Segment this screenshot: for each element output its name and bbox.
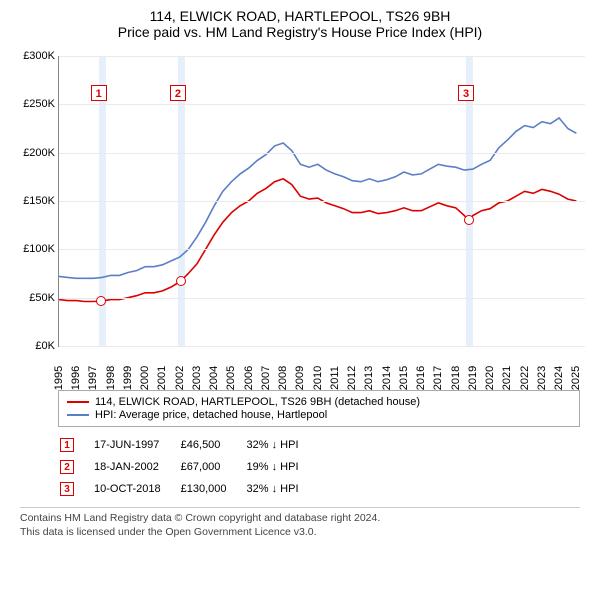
gridline [59, 56, 585, 57]
chart-marker-dot [464, 215, 474, 225]
gridline [59, 298, 585, 299]
legend: 114, ELWICK ROAD, HARTLEPOOL, TS26 9BH (… [58, 390, 580, 427]
y-tick-label: £100K [11, 243, 55, 255]
transactions-table: 117-JUN-1997£46,50032% ↓ HPI218-JAN-2002… [58, 433, 319, 501]
marker-id-icon: 1 [60, 438, 74, 452]
plot-area: £0K£50K£100K£150K£200K£250K£300K19951996… [58, 56, 585, 347]
transaction-row: 3 10-OCT-2018£130,00032% ↓ HPI [60, 479, 317, 499]
title-address: 114, ELWICK ROAD, HARTLEPOOL, TS26 9BH [10, 8, 590, 24]
gridline [59, 104, 585, 105]
x-tick-label: 2025 [564, 372, 588, 384]
legend-row: HPI: Average price, detached house, Hart… [67, 409, 571, 421]
transaction-delta: 32% ↓ HPI [247, 479, 317, 499]
chart-marker-box: 3 [458, 85, 474, 101]
chart-marker-dot [96, 296, 106, 306]
transaction-row: 2 18-JAN-2002£67,00019% ↓ HPI [60, 457, 317, 477]
legend-label: 114, ELWICK ROAD, HARTLEPOOL, TS26 9BH (… [95, 396, 420, 408]
y-tick-label: £150K [11, 195, 55, 207]
transaction-date: 18-JAN-2002 [94, 457, 179, 477]
footnote: Contains HM Land Registry data © Crown c… [20, 507, 580, 539]
gridline [59, 346, 585, 347]
transaction-price: £46,500 [181, 435, 245, 455]
transaction-delta: 19% ↓ HPI [247, 457, 317, 477]
transaction-delta: 32% ↓ HPI [247, 435, 317, 455]
legend-swatch [67, 414, 89, 416]
legend-swatch [67, 401, 89, 403]
marker-id-icon: 3 [60, 482, 74, 496]
transaction-price: £130,000 [181, 479, 245, 499]
legend-row: 114, ELWICK ROAD, HARTLEPOOL, TS26 9BH (… [67, 396, 571, 408]
gridline [59, 201, 585, 202]
footnote-line: This data is licensed under the Open Gov… [20, 526, 580, 540]
transaction-price: £67,000 [181, 457, 245, 477]
y-tick-label: £300K [11, 50, 55, 62]
transaction-date: 17-JUN-1997 [94, 435, 179, 455]
legend-label: HPI: Average price, detached house, Hart… [95, 409, 327, 421]
chart: £0K£50K£100K£150K£200K£250K£300K19951996… [10, 46, 590, 386]
title-subtitle: Price paid vs. HM Land Registry's House … [10, 24, 590, 40]
transaction-date: 10-OCT-2018 [94, 479, 179, 499]
footnote-line: Contains HM Land Registry data © Crown c… [20, 512, 580, 526]
marker-id-icon: 2 [60, 460, 74, 474]
gridline [59, 153, 585, 154]
y-tick-label: £0K [11, 340, 55, 352]
series-line [59, 179, 576, 302]
y-tick-label: £200K [11, 147, 55, 159]
gridline [59, 249, 585, 250]
transaction-row: 1 17-JUN-1997£46,50032% ↓ HPI [60, 435, 317, 455]
y-tick-label: £50K [11, 292, 55, 304]
chart-marker-box: 2 [170, 85, 186, 101]
chart-marker-dot [176, 276, 186, 286]
y-tick-label: £250K [11, 98, 55, 110]
chart-marker-box: 1 [91, 85, 107, 101]
